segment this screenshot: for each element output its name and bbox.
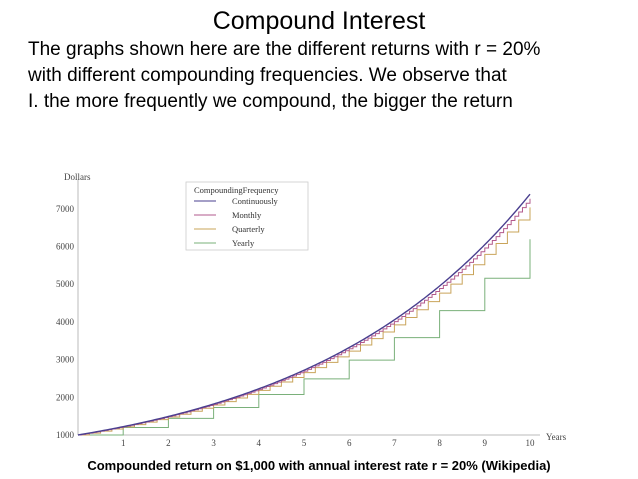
y-tick-label: 7000	[56, 204, 75, 214]
legend-entry: Quarterly	[232, 224, 265, 234]
legend-box	[185, 181, 309, 251]
figure-caption: Compounded return on $1,000 with annual …	[87, 458, 551, 473]
x-tick-label: 10	[526, 438, 536, 448]
body-text-line-2: with different compounding frequencies. …	[28, 65, 507, 86]
series-layer	[77, 193, 531, 436]
tick-layer: 1 2 3 4 5 6 7 8 9 10 1000 2000 3000 4000 5000 6000 7000	[56, 204, 535, 448]
x-tick-label: 7	[392, 438, 397, 448]
y-tick-label: 6000	[56, 242, 75, 252]
legend-entry: Monthly	[232, 210, 262, 220]
x-tick-label: 2	[166, 438, 171, 448]
y-tick-label: 1000	[56, 430, 75, 440]
y-tick-label: 2000	[56, 392, 75, 402]
y-tick-label: 5000	[56, 279, 75, 289]
body-text-line-3: I. the more frequently we compound, the …	[28, 91, 513, 112]
x-tick-label: 9	[483, 438, 488, 448]
slide-title: Compound Interest	[212, 7, 426, 35]
y-tick-label: 3000	[56, 355, 75, 365]
legend: CompoundingFrequency Continuously Monthly…	[185, 181, 309, 251]
legend-entry: Continuously	[232, 196, 279, 206]
x-tick-label: 5	[302, 438, 307, 448]
body-text-line-1: The graphs shown here are the different …	[28, 39, 541, 60]
series-line-yearly	[78, 239, 531, 436]
x-tick-label: 6	[347, 438, 352, 448]
x-tick-label: 3	[211, 438, 216, 448]
legend-title: CompoundingFrequency	[194, 185, 279, 195]
x-tick-label: 8	[437, 438, 442, 448]
y-tick-label: 4000	[56, 317, 75, 327]
series-line-continuously	[77, 193, 531, 436]
legend-entry: Yearly	[232, 238, 255, 248]
x-tick-label: 1	[121, 438, 126, 448]
x-axis-label: Years	[546, 432, 567, 442]
x-tick-label: 4	[257, 438, 262, 448]
y-axis-label: Dollars	[64, 172, 91, 182]
compound-interest-chart: Dollars Years 1 2 3 4 5 6 7 8 9 10 1000 2000 3000 400…	[56, 172, 567, 448]
